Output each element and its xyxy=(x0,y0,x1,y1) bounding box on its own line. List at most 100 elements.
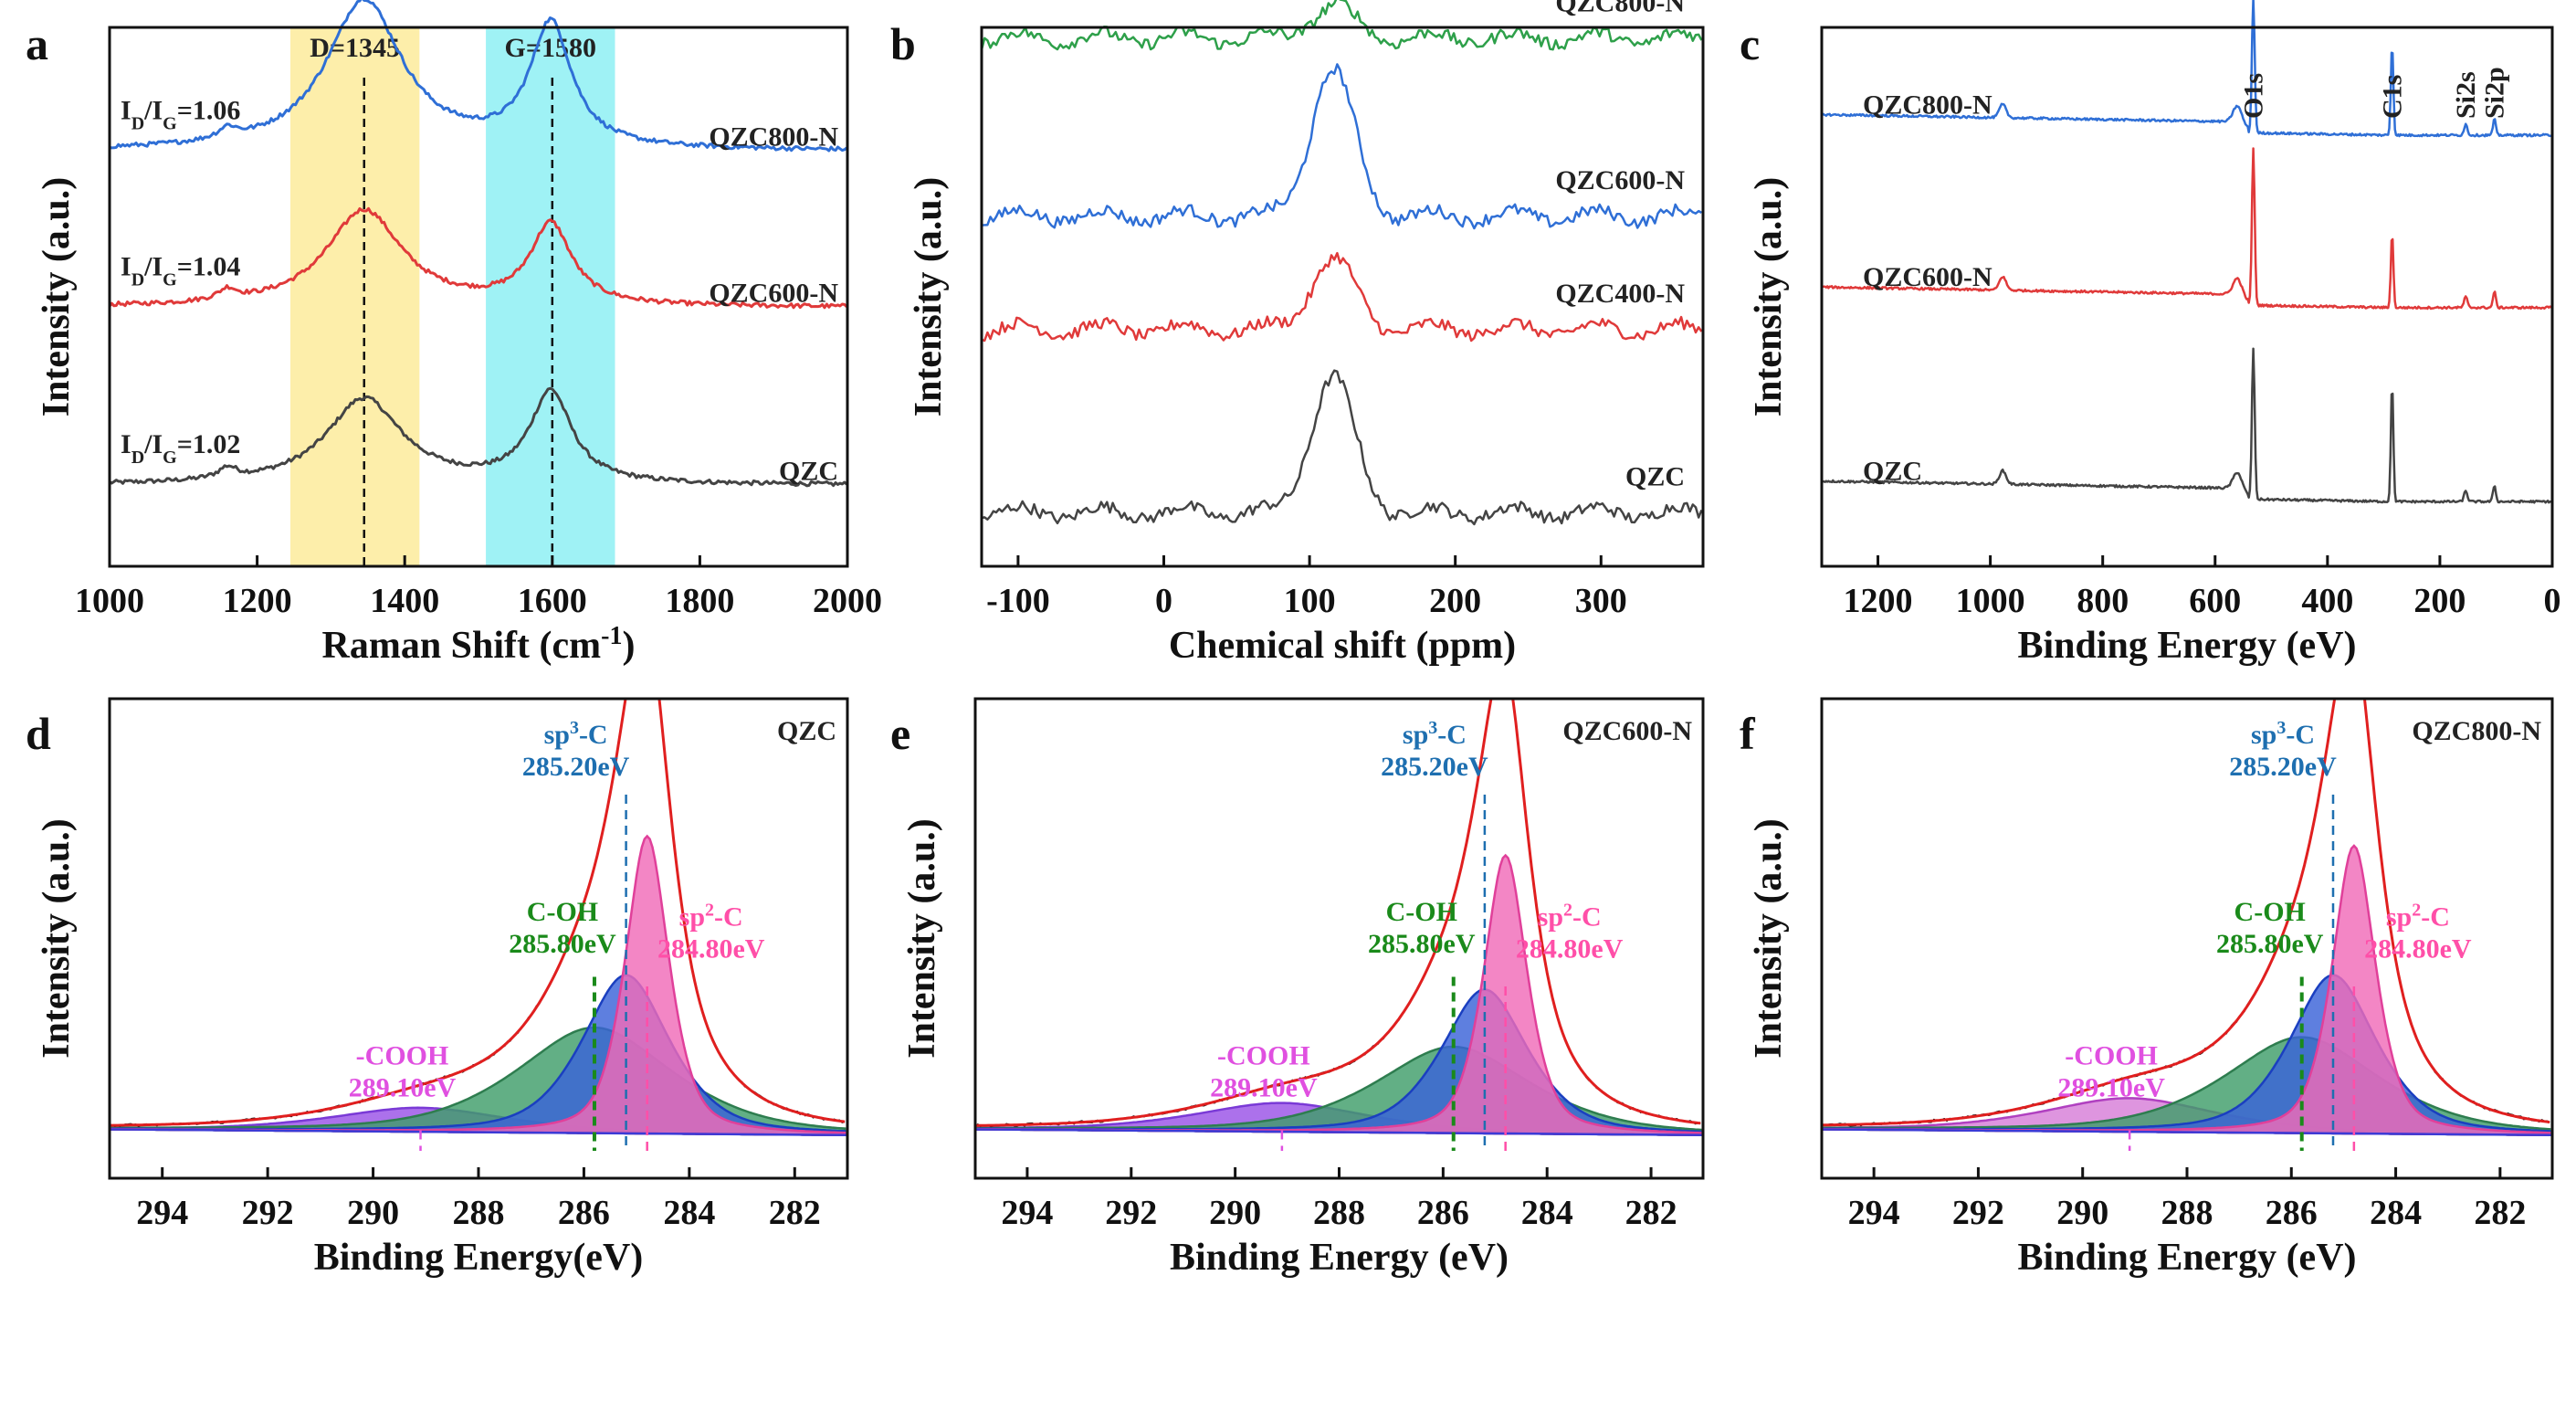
component-value: 285.80eV xyxy=(2216,929,2324,959)
x-tick-label: 284 xyxy=(1521,1194,1573,1232)
panel-a: a D=1345 G=1580 QZC ID/IG=1.02 QZC600-N ID/IG=… xyxy=(26,0,882,667)
panel-label: c xyxy=(1740,18,1760,69)
component-value: 285.20eV xyxy=(1381,752,1488,782)
x-tick-label: 1000 xyxy=(75,582,144,620)
x-tick-label: 288 xyxy=(1313,1194,1365,1232)
component-label: -COOH xyxy=(1217,1041,1310,1071)
x-tick-label: 400 xyxy=(2301,582,2353,620)
component-label: C-OH xyxy=(527,897,598,927)
x-tick-label: 100 xyxy=(1284,582,1336,620)
raw-data-line xyxy=(1822,699,2550,1127)
background-line xyxy=(975,1128,1703,1136)
component-sp2-c xyxy=(1822,844,2551,1136)
panel-title: QZC800-N xyxy=(2412,716,2541,746)
x-tick-label: 286 xyxy=(1417,1194,1469,1232)
background-line xyxy=(110,1128,847,1136)
x-tick-label: 0 xyxy=(2544,582,2561,620)
x-tick-label: 294 xyxy=(1001,1194,1053,1232)
x-tick-label: 284 xyxy=(2370,1194,2422,1232)
x-tick-label: 1200 xyxy=(1844,582,1913,620)
series-line-qzc800-n xyxy=(1821,0,2553,138)
x-tick-label: 292 xyxy=(1952,1194,2004,1232)
component-value: 289.10eV xyxy=(349,1073,457,1103)
panel-label: f xyxy=(1740,708,1756,759)
series-line-qzc xyxy=(109,386,848,488)
x-tick-label: 200 xyxy=(2413,582,2466,620)
series-label: QZC xyxy=(1625,462,1685,492)
plot-frame xyxy=(980,26,1705,568)
component-label: -COOH xyxy=(2065,1041,2158,1071)
x-tick-label: 282 xyxy=(2474,1194,2526,1232)
x-tick-label: 282 xyxy=(1625,1194,1677,1232)
intensity-ratio-label: ID/IG=1.04 xyxy=(121,251,240,290)
x-tick-label: 288 xyxy=(2161,1194,2213,1232)
band-highlight xyxy=(289,27,420,566)
panel-label: a xyxy=(26,18,48,69)
component-label: sp2-C xyxy=(1538,900,1602,932)
series-line-qzc xyxy=(981,369,1703,526)
band-highlight xyxy=(486,27,615,566)
x-axis-label: Binding Energy (eV) xyxy=(1170,1237,1509,1279)
plot-frame xyxy=(1820,26,2554,568)
x-tick-label: 292 xyxy=(242,1194,294,1232)
panel-label: d xyxy=(26,708,51,759)
series-label: QZC xyxy=(779,456,838,486)
x-tick-label: 284 xyxy=(663,1194,715,1232)
x-tick-label: 290 xyxy=(347,1194,399,1232)
panel-title: QZC xyxy=(777,716,836,746)
panel-label: b xyxy=(890,18,916,69)
series-label: QZC400-N xyxy=(1555,279,1685,309)
x-tick-label: 600 xyxy=(2189,582,2241,620)
component-value: 289.10eV xyxy=(2057,1073,2165,1103)
x-tick-label: 282 xyxy=(769,1194,821,1232)
component-value: 284.80eV xyxy=(1516,933,1624,964)
x-tick-label: 0 xyxy=(1155,582,1172,620)
component-value: 284.80eV xyxy=(657,933,765,964)
component-label: sp3-C xyxy=(544,718,608,750)
panel-title: QZC600-N xyxy=(1562,716,1692,746)
fit-area xyxy=(1822,699,2552,1136)
background-line xyxy=(1822,1128,2552,1136)
component-value: 289.10eV xyxy=(1210,1073,1318,1103)
component-label: sp3-C xyxy=(2251,718,2315,750)
component-label: sp2-C xyxy=(679,900,743,932)
x-tick-label: 1800 xyxy=(665,582,734,620)
envelope-fit-line xyxy=(110,699,846,1127)
series-label: QZC800-N xyxy=(1555,0,1685,17)
component-value: 284.80eV xyxy=(2364,933,2472,964)
fit-area xyxy=(975,699,1703,1136)
panel-b: b QZC QZC400-N QZC600-N QZC800-N -100 0 100 200 3… xyxy=(890,0,1705,667)
x-axis-label: Chemical shift (ppm) xyxy=(1169,625,1516,667)
series-line-qzc600-n xyxy=(1821,147,2553,311)
y-axis-label: Intensity (a.u.) xyxy=(36,818,78,1059)
raw-data-line xyxy=(110,699,846,1127)
x-tick-label: 800 xyxy=(2077,582,2129,620)
intensity-ratio-label: ID/IG=1.02 xyxy=(121,429,240,468)
component-label: sp2-C xyxy=(2386,900,2450,932)
y-axis-label: Intensity (a.u.) xyxy=(1748,177,1790,417)
component-value: 285.80eV xyxy=(509,929,616,959)
series-label: QZC600-N xyxy=(1863,262,1992,292)
x-axis-label: Raman Shift (cm-1) xyxy=(322,622,636,668)
x-tick-label: 294 xyxy=(1848,1194,1900,1232)
x-tick-label: 288 xyxy=(453,1194,505,1232)
x-tick-label: 286 xyxy=(2266,1194,2318,1232)
component-label: sp3-C xyxy=(1403,718,1467,750)
component-sp2-c xyxy=(110,834,846,1136)
x-tick-label: 200 xyxy=(1429,582,1481,620)
series-line-qzc600-n xyxy=(981,63,1703,230)
peak-label: C1s xyxy=(2378,75,2408,119)
band-label: D=1345 xyxy=(310,33,400,63)
peak-label: Si2s xyxy=(2451,71,2481,119)
fit-area xyxy=(110,699,847,1136)
envelope-fit-line xyxy=(1822,699,2550,1127)
component-value: 285.20eV xyxy=(2229,752,2337,782)
x-tick-label: 2000 xyxy=(813,582,882,620)
x-tick-label: 290 xyxy=(2056,1194,2108,1232)
peak-label: Si2p xyxy=(2480,67,2510,119)
series-label: QZC600-N xyxy=(709,279,838,309)
